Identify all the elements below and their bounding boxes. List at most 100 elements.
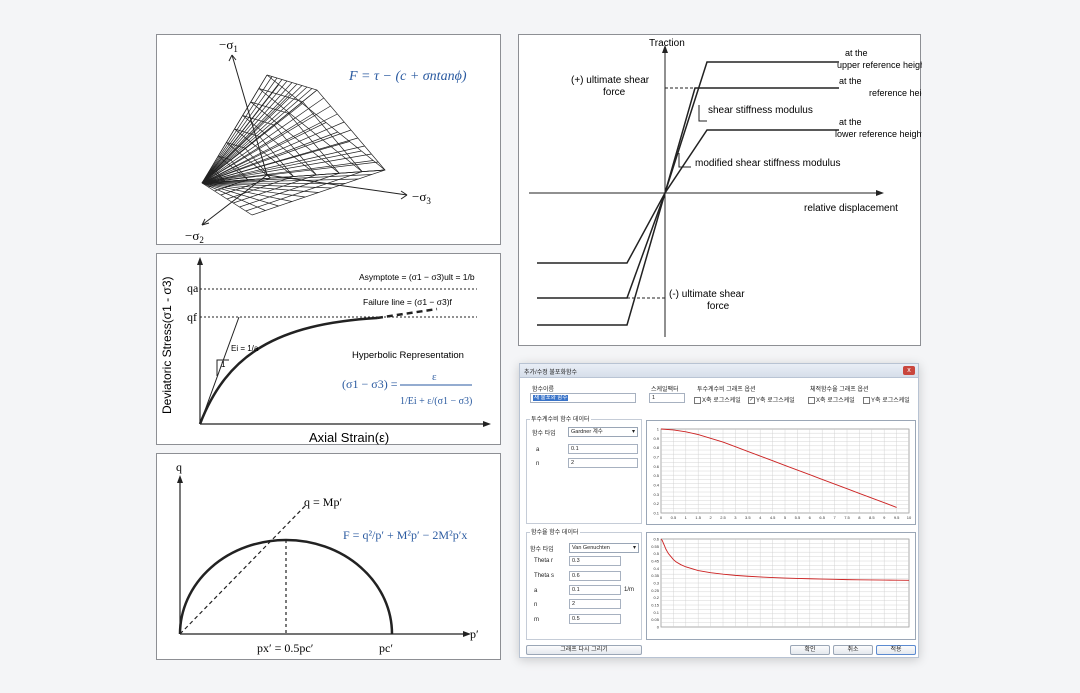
theta-r-label: Theta r (534, 558, 554, 564)
theta-s-label: Theta s (534, 573, 555, 579)
traction-figure: Traction relative displacement (+) ultim… (529, 38, 922, 337)
vol-m-input[interactable]: 0.5 (569, 614, 621, 624)
cancel-button[interactable]: 취소 (833, 645, 873, 655)
x-tick-label: 4 (759, 515, 762, 520)
sigma1-axis-label: −σ1 (219, 37, 238, 54)
scale-factor-label: 스케일팩터 (651, 387, 679, 393)
y-tick-label: 0.05 (651, 617, 660, 622)
perm-type-select[interactable]: Gardner 계수 (568, 427, 638, 437)
pc-label: pc′ (379, 641, 393, 655)
x-tick-label: 6 (809, 515, 812, 520)
vol-n-input[interactable]: 2 (569, 599, 621, 609)
scale-factor-input[interactable]: 1 (649, 393, 685, 403)
lower-height-label: at the lower reference height (835, 117, 922, 139)
perm-data-label: 투수계수비 함수 데이터 (530, 414, 591, 423)
y-tick-label: 0.7 (653, 455, 659, 460)
y-tick-label: 0.6 (653, 464, 659, 469)
slope-one-label: 1 (221, 360, 226, 369)
ok-button[interactable]: 확인 (790, 645, 830, 655)
q-mp-label: q = Mp′ (304, 495, 342, 509)
series-line (660, 428, 897, 508)
perm-graph-options-label: 투수계수비 그래프 옵션 (697, 387, 756, 393)
x-tick-label: 6.5 (819, 515, 825, 520)
x-tick-label: 2 (709, 515, 712, 520)
x-tick-label: 5.5 (795, 515, 801, 520)
y-tick-label: 0.2 (653, 501, 659, 506)
perm-a-label: a (536, 447, 540, 453)
y-tick-label: 0.3 (653, 581, 659, 586)
apply-button[interactable]: 적용 (876, 645, 916, 655)
deviatoric-stress-label: Deviatoric Stress(σ1 - σ3) (160, 276, 174, 414)
y-tick-label: 0.35 (651, 573, 660, 578)
yield-surface-figure: −σ1 −σ2 −σ3 F = τ − (c + σntanϕ) (185, 37, 467, 245)
vol-graph-options-label: 체적함수율 그래프 옵션 (810, 387, 869, 393)
q-axis-label: q (176, 460, 182, 474)
reference-height-label: at thereference height (839, 76, 922, 98)
ei-label: Ei = 1/a (231, 344, 259, 353)
redraw-graph-button[interactable]: 그래프 다시 그리기 (526, 645, 642, 655)
x-tick-label: 9.5 (894, 515, 900, 520)
x-tick-label: 5 (784, 515, 787, 520)
y-tick-label: 0.1 (653, 511, 659, 516)
close-button[interactable]: x (903, 366, 915, 375)
negative-ultimate-label: (-) ultimate shear force (669, 289, 745, 312)
x-tick-label: 3 (734, 515, 737, 520)
vol-y-log-checkbox[interactable]: Y축 로그스케일 (863, 395, 910, 404)
x-tick-label: 2.5 (720, 515, 726, 520)
y-tick-label: 0.5 (653, 473, 659, 478)
px-label: px′ = 0.5pc′ (257, 641, 314, 655)
vol-m-label: m (534, 617, 539, 623)
dialog-titlebar[interactable]: 추가/수정 불포화함수 x (520, 364, 918, 378)
y-tick-label: 0.2 (653, 595, 659, 600)
failure-line-label: Failure line = (σ1 − σ3)f (363, 297, 453, 307)
y-tick-label: 0.9 (653, 436, 659, 441)
asymptote-label: Asymptote = (σ1 − σ3)ult = 1/b (359, 272, 475, 282)
unsaturated-function-dialog: 추가/수정 불포화함수 x 함수이름 새 불포화 함수 스케일팩터 1 투수계수… (519, 363, 919, 658)
x-tick-label: 1 (685, 515, 688, 520)
traction-axis-label: Traction (649, 38, 685, 49)
perm-type-label: 함수 타입 (532, 431, 556, 437)
x-tick-label: 1.5 (695, 515, 701, 520)
x-tick-label: 7.5 (844, 515, 850, 520)
x-tick-label: 10 (907, 515, 912, 520)
perm-x-log-checkbox[interactable]: X축 로그스케일 (694, 395, 741, 404)
traction-panel: Traction relative displacement (+) ultim… (518, 34, 922, 346)
vol-data-label: 함수율 함수 데이터 (530, 527, 580, 536)
x-tick-label: 8.5 (869, 515, 875, 520)
cam-clay-formula: F = q²/p′ + M²p′ − 2M²p′x (343, 528, 467, 542)
y-tick-label: 0.45 (651, 559, 660, 564)
modified-shear-stiffness-label: modified shear stiffness modulus (695, 158, 840, 169)
hyperbolic-formula-den: 1/Ei + ε/(σ1 − σ3) (400, 396, 472, 407)
p-axis-label: p′ (470, 627, 479, 641)
y-tick-label: 0.4 (653, 566, 659, 571)
theta-s-input[interactable]: 0.6 (569, 571, 621, 581)
y-tick-label: 0.5 (653, 551, 659, 556)
sigma2-axis-label: −σ2 (185, 228, 204, 245)
vol-x-log-checkbox[interactable]: X축 로그스케일 (808, 395, 855, 404)
water-content-chart: 0.6 0.55 0.5 0.45 0.4 0.35 0.3 0.25 0.2 0.15 0.1 0.… (646, 532, 916, 640)
dialog-title: 추가/수정 불포화함수 (524, 370, 578, 376)
x-tick-label: 3.5 (745, 515, 751, 520)
cam-clay-figure: q p′ q = Mp′ F = q²/p′ + M²p′ − 2M²p′x p… (176, 460, 479, 655)
theta-r-input[interactable]: 0.3 (569, 556, 621, 566)
positive-ultimate-label: (+) ultimate shear force (571, 75, 650, 98)
y-tick-label: 0.4 (653, 483, 659, 488)
qf-label: qf (187, 310, 197, 324)
vol-type-select[interactable]: Van Genuchten (569, 543, 639, 553)
y-tick-label: 1 (657, 427, 660, 432)
x-tick-label: 0.5 (671, 515, 677, 520)
perm-n-input[interactable]: 2 (568, 458, 638, 468)
perm-y-log-checkbox[interactable]: ✓ Y축 로그스케일 (748, 396, 795, 404)
func-name-input[interactable]: 새 불포화 함수 (530, 393, 636, 403)
cam-clay-panel: q p′ q = Mp′ F = q²/p′ + M²p′ − 2M²p′x p… (156, 453, 501, 660)
series-line (660, 538, 910, 581)
vol-a-unit: 1/m (624, 587, 635, 593)
perm-a-input[interactable]: 0.1 (568, 444, 638, 454)
vol-a-input[interactable]: 0.1 (569, 585, 621, 595)
y-tick-label: 0.25 (651, 588, 660, 593)
yield-formula: F = τ − (c + σntanϕ) (348, 69, 467, 84)
permeability-chart: 1 0.9 0.8 0.7 0.6 0.5 0.4 0.3 0.2 0.1 0 0.5 1 1.5 2 2.5… (646, 420, 916, 525)
hyperbolic-figure: Deviatoric Stress(σ1 - σ3) Axial Strain(… (160, 257, 491, 445)
axial-strain-label: Axial Strain(ε) (309, 430, 389, 445)
yield-surface-panel: −σ1 −σ2 −σ3 F = τ − (c + σntanϕ) (156, 34, 501, 245)
